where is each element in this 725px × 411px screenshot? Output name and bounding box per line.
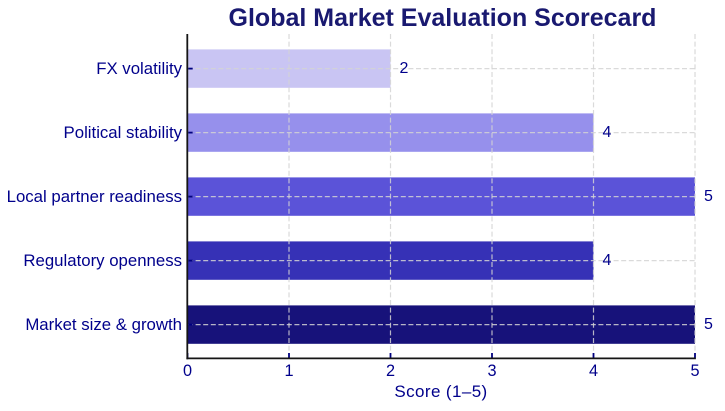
svg-text:3: 3 (487, 362, 496, 380)
svg-text:1: 1 (284, 362, 293, 380)
svg-text:4: 4 (603, 124, 612, 141)
svg-text:5: 5 (704, 316, 713, 333)
svg-text:2: 2 (386, 362, 395, 380)
svg-text:Political stability: Political stability (64, 123, 183, 142)
svg-text:Local partner readiness: Local partner readiness (7, 187, 182, 206)
svg-text:0: 0 (183, 362, 192, 380)
svg-text:Market size & growth: Market size & growth (25, 315, 182, 334)
svg-text:Global Market Evaluation Score: Global Market Evaluation Scorecard (229, 4, 657, 32)
svg-text:Regulatory openness: Regulatory openness (23, 251, 182, 270)
svg-text:4: 4 (589, 362, 598, 380)
svg-text:5: 5 (690, 362, 699, 380)
svg-text:5: 5 (704, 188, 713, 205)
svg-text:Score (1–5): Score (1–5) (394, 382, 487, 401)
svg-text:4: 4 (603, 252, 612, 269)
svg-text:FX volatility: FX volatility (96, 59, 182, 78)
svg-text:2: 2 (400, 60, 409, 77)
